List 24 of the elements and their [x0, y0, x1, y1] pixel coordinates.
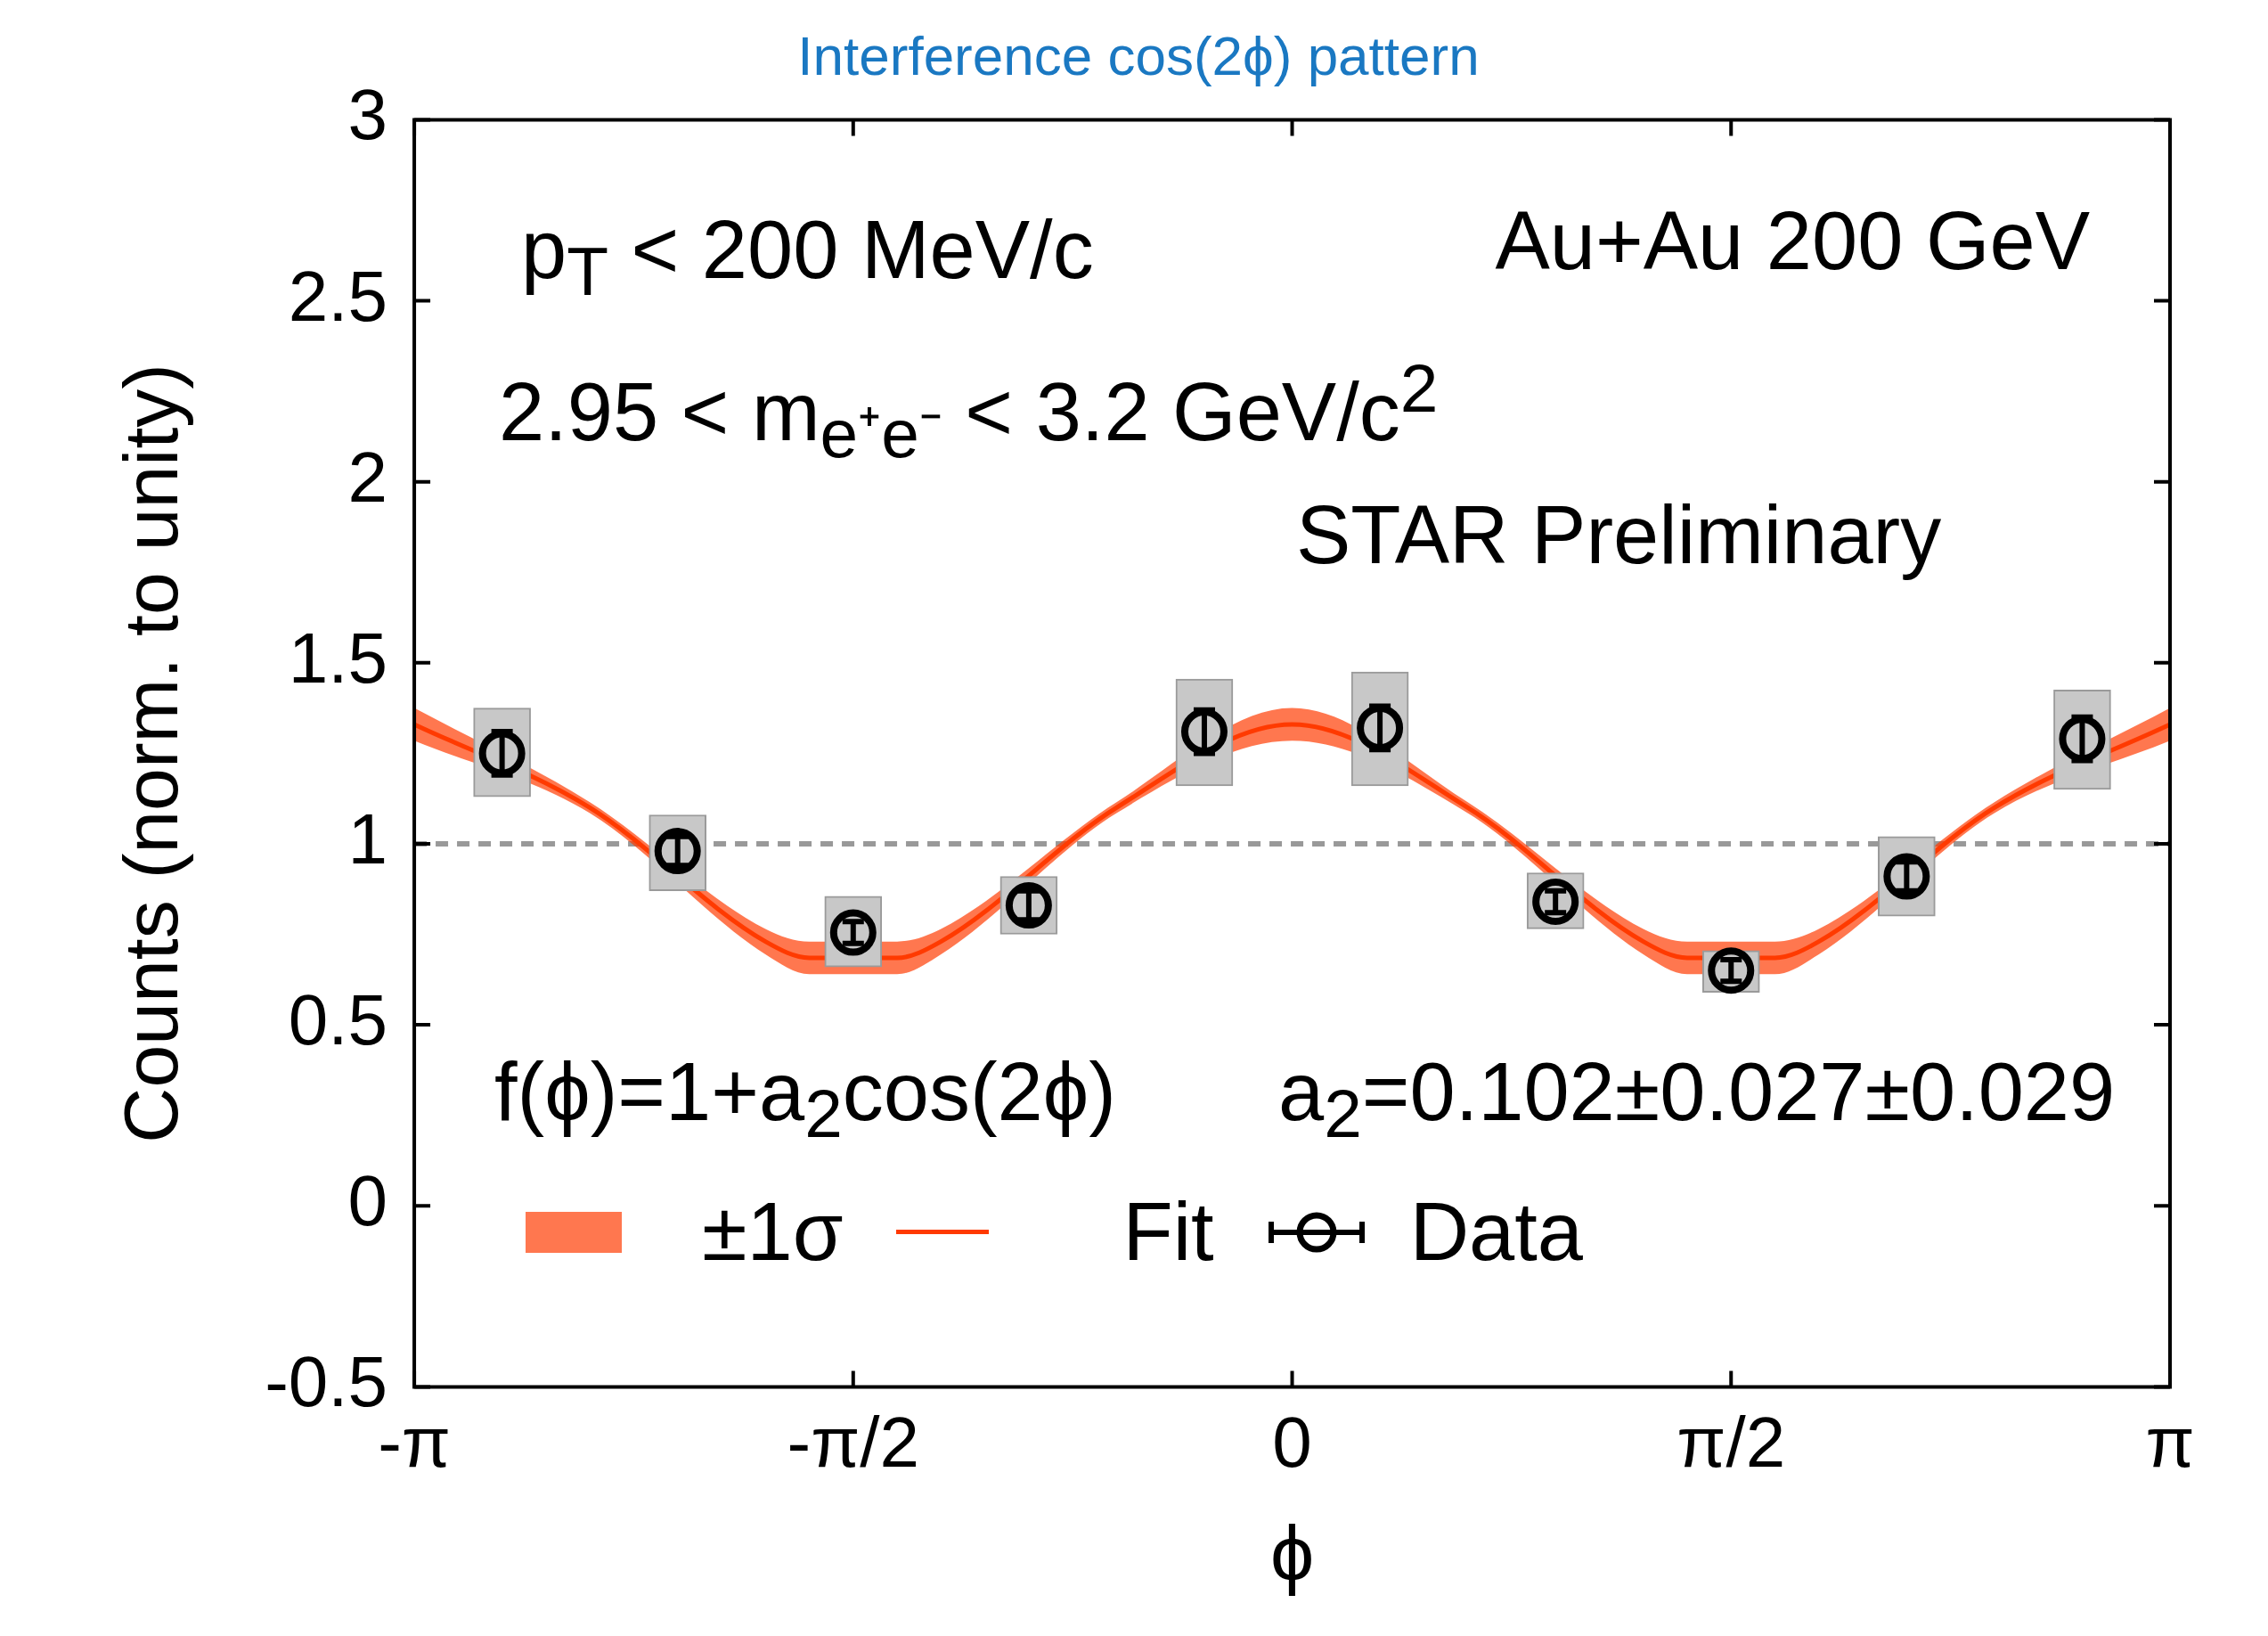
annotation: ±1σ [702, 1185, 844, 1279]
y-tick-label: 0.5 [288, 980, 388, 1060]
x-tick-label: π/2 [1677, 1403, 1786, 1483]
legend-label: Data [1409, 1185, 1583, 1279]
y-tick-label: 2.5 [288, 256, 388, 336]
y-tick-label: 1.5 [288, 618, 388, 698]
annotation: p$_{T}$ < 200 MeV/c [521, 203, 1094, 312]
annotation: Au+Au 200 GeV [1495, 194, 2090, 288]
y-tick-label: -0.5 [265, 1342, 388, 1422]
y-tick-label: 0 [347, 1161, 388, 1241]
x-axis-title: ϕ [1269, 1509, 1315, 1598]
x-tick-label: -π/2 [787, 1403, 920, 1483]
legend-label: Fit [1122, 1185, 1214, 1279]
x-tick-label: π [2145, 1403, 2195, 1483]
annotation: a$_{2}$=0.102±0.027±0.029 [1278, 1045, 2116, 1154]
annotation: f(ϕ)=1+a$_{2}$cos(2ϕ) [494, 1045, 1116, 1154]
annotation: 2.95 < m$_{e⁺e⁻}$ < 3.2 GeV/c$^{2}$ [499, 349, 1439, 474]
y-axis-title: Counts (norm. to unity) [108, 364, 194, 1143]
y-tick-label: 1 [347, 799, 388, 879]
annotation: STAR Preliminary [1296, 488, 1942, 582]
x-tick-label: 0 [1272, 1403, 1312, 1483]
y-tick-label: 2 [347, 437, 388, 517]
y-tick-label: 3 [347, 75, 388, 155]
chart-title: Interference cos(2ϕ) pattern [797, 25, 1480, 87]
